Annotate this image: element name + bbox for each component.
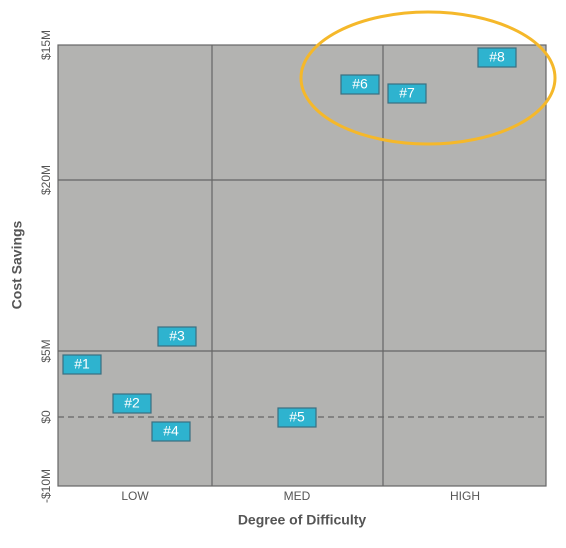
item: #5 — [277, 407, 317, 428]
y-tick-label: $20M — [39, 165, 53, 195]
item: #1 — [62, 354, 102, 375]
y-tick-label: -$10M — [39, 469, 53, 503]
y-tick-label: $5M — [39, 339, 53, 362]
item-label: #3 — [169, 328, 185, 344]
item: #4 — [151, 421, 191, 442]
x-tick-label: HIGH — [450, 489, 480, 503]
item-label: #8 — [489, 49, 505, 65]
x-axis-title: Degree of Difficulty — [238, 512, 367, 528]
item-label: #4 — [163, 423, 179, 439]
item-label: #5 — [289, 409, 305, 425]
item-label: #1 — [74, 356, 90, 372]
y-tick-label: $15M — [39, 30, 53, 60]
item: #8 — [477, 47, 517, 68]
x-tick-label: MED — [284, 489, 311, 503]
item-label: #2 — [124, 395, 140, 411]
item: #6 — [340, 74, 380, 95]
x-tick-label: LOW — [121, 489, 149, 503]
y-axis-title: Cost Savings — [9, 220, 25, 309]
item-label: #6 — [352, 76, 368, 92]
item: #2 — [112, 393, 152, 414]
y-tick-label: $0 — [39, 410, 53, 424]
item: #3 — [157, 326, 197, 347]
highlight-ellipse — [299, 10, 557, 146]
item: #7 — [387, 83, 427, 104]
item-label: #7 — [399, 85, 415, 101]
